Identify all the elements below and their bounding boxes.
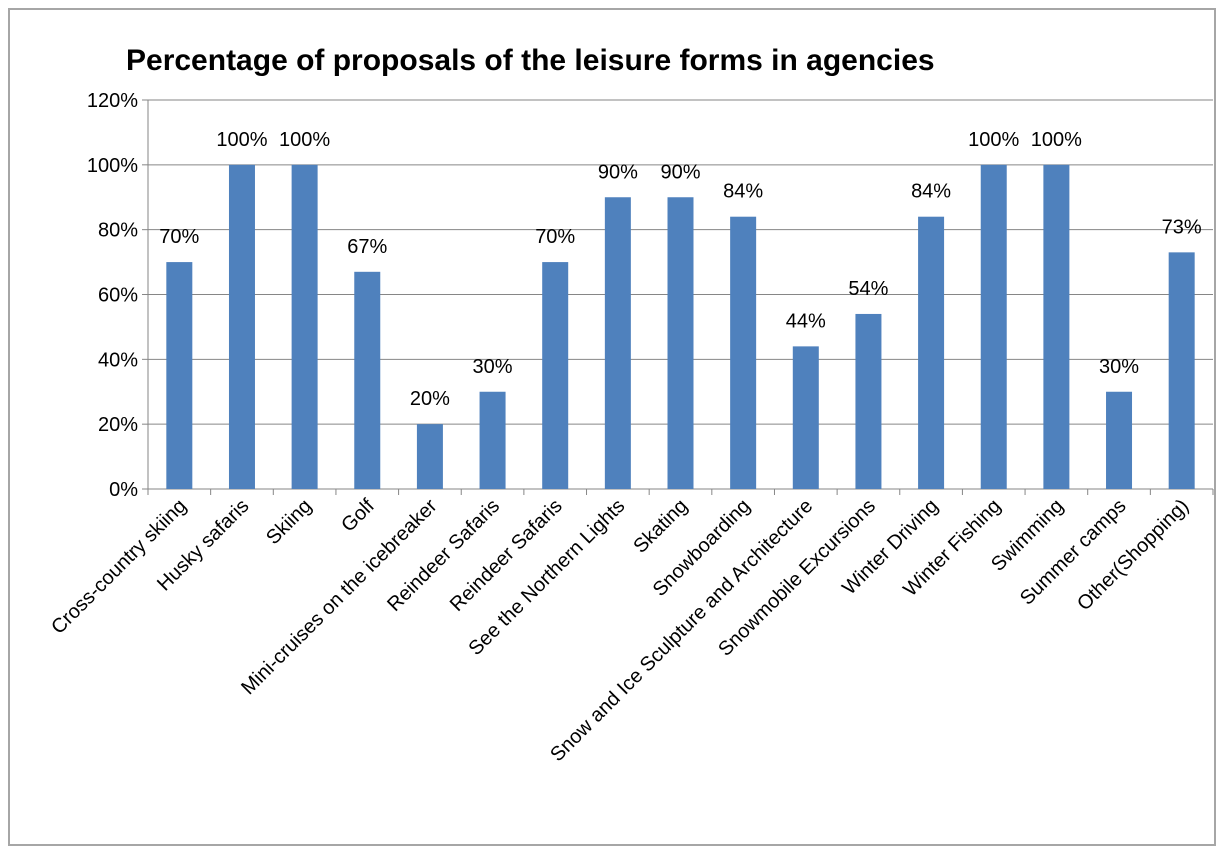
chart-title: Percentage of proposals of the leisure f… bbox=[126, 44, 935, 77]
category-label: Reindeer Safaris bbox=[446, 495, 567, 616]
bar bbox=[918, 216, 945, 489]
category-label: Skiing bbox=[262, 495, 316, 549]
category-label: Other(Shopping) bbox=[1073, 495, 1193, 615]
bar bbox=[730, 216, 757, 489]
bar bbox=[1168, 252, 1195, 489]
data-labels: 70% 100% 100% 67% 20% 30% 70% 90% 90% 84% 44% 54% 84… bbox=[159, 129, 1202, 410]
data-label: 100% bbox=[1031, 129, 1082, 151]
category-label: Summer camps bbox=[1016, 495, 1131, 610]
y-tick-label: 80% bbox=[98, 220, 138, 242]
data-label: 90% bbox=[598, 161, 638, 183]
y-axis-tick-labels: 0% 20% 40% 60% 80% 100% 120% bbox=[87, 90, 138, 501]
category-label: Golf bbox=[337, 495, 379, 537]
y-tick-label: 40% bbox=[98, 349, 138, 371]
bars bbox=[166, 164, 1195, 490]
data-label: 73% bbox=[1162, 216, 1202, 238]
bar bbox=[855, 313, 882, 489]
data-label: 70% bbox=[159, 226, 199, 248]
bar bbox=[479, 391, 506, 489]
bar bbox=[667, 197, 694, 489]
y-tick-label: 20% bbox=[98, 414, 138, 436]
y-tick-label: 100% bbox=[87, 155, 138, 177]
data-label: 54% bbox=[848, 278, 888, 300]
bar bbox=[1043, 164, 1070, 490]
bar bbox=[980, 164, 1007, 490]
y-tick-label: 120% bbox=[87, 90, 138, 112]
bar bbox=[792, 346, 819, 489]
data-label: 67% bbox=[347, 236, 387, 258]
data-label: 100% bbox=[968, 129, 1019, 151]
y-tick-label: 0% bbox=[109, 479, 138, 501]
gridlines bbox=[148, 99, 1213, 425]
data-label: 30% bbox=[1099, 356, 1139, 378]
data-label: 90% bbox=[660, 161, 700, 183]
data-label: 70% bbox=[535, 226, 575, 248]
data-label: 100% bbox=[279, 129, 330, 151]
category-label: Reindeer Safaris bbox=[383, 495, 504, 616]
data-label: 84% bbox=[911, 181, 951, 203]
y-tick-label: 60% bbox=[98, 285, 138, 307]
data-label: 44% bbox=[786, 310, 826, 332]
bar bbox=[1106, 391, 1133, 489]
bar bbox=[166, 262, 193, 489]
data-label: 20% bbox=[410, 388, 450, 410]
bar bbox=[604, 197, 631, 489]
bar bbox=[354, 271, 381, 489]
bar bbox=[416, 424, 443, 489]
data-label: 30% bbox=[473, 356, 513, 378]
bar bbox=[228, 164, 255, 490]
category-label: Skating bbox=[629, 495, 692, 558]
bar bbox=[542, 262, 569, 489]
data-label: 84% bbox=[723, 181, 763, 203]
bar bbox=[291, 164, 318, 490]
data-label: 100% bbox=[216, 129, 267, 151]
